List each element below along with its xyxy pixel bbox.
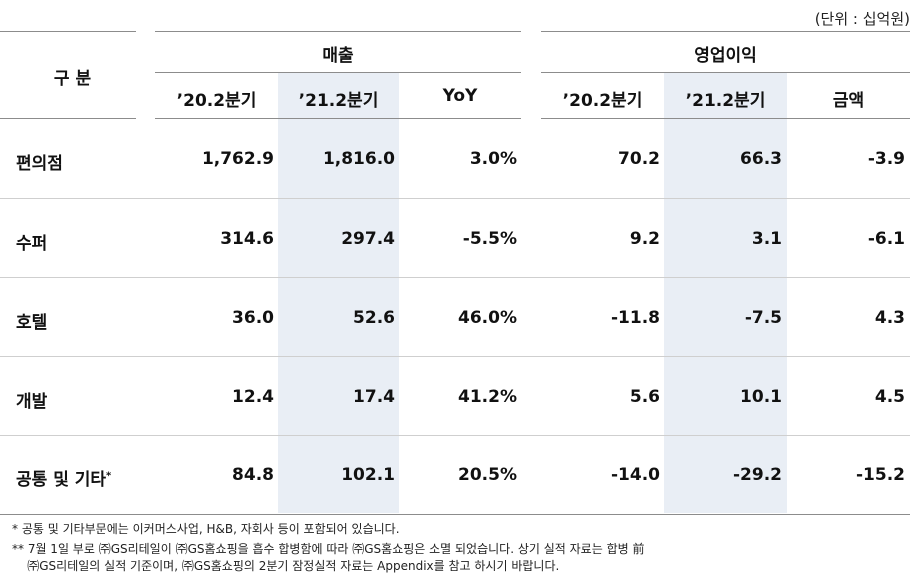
footnote-1: * 공통 및 기타부문에는 이커머스사업, H&B, 자회사 등이 포함되어 있… bbox=[12, 522, 400, 536]
cell-sales-yoy: 3.0% bbox=[469, 149, 517, 169]
cell-sales-yoy: 41.2% bbox=[458, 387, 517, 407]
unit-note: (단위 : 십억원) bbox=[814, 10, 910, 28]
cell-sales-yoy: 46.0% bbox=[458, 308, 517, 328]
row-label-convenience: 편의점 bbox=[16, 149, 63, 174]
footnote-2-continued: ㈜GS리테일의 실적 기준이며, ㈜GS홈쇼핑의 2분기 잠정실적 자료는 Ap… bbox=[12, 559, 560, 573]
group-rule-op bbox=[541, 72, 910, 73]
cell-sales-current: 17.4 bbox=[353, 387, 395, 407]
op-current-quarter-shade bbox=[664, 73, 787, 513]
cell-op-current: -7.5 bbox=[744, 308, 782, 328]
cell-op-amount: 4.5 bbox=[874, 387, 905, 407]
cell-op-current: -29.2 bbox=[733, 465, 782, 485]
op-col-prev-quarter: ’20.2분기 bbox=[562, 91, 643, 111]
sales-col-prev-quarter: ’20.2분기 bbox=[176, 91, 257, 111]
row-label-text: 수퍼 bbox=[16, 234, 48, 254]
cell-sales-current: 52.6 bbox=[353, 308, 395, 328]
cell-sales-current: 1,816.0 bbox=[322, 149, 395, 169]
footnote-marker: * bbox=[106, 470, 112, 482]
cell-sales-prev: 314.6 bbox=[220, 229, 274, 249]
row-divider bbox=[0, 198, 910, 199]
row-divider bbox=[0, 356, 910, 357]
row-label-text: 공통 및 기타 bbox=[16, 470, 107, 490]
cell-op-amount: 4.3 bbox=[874, 308, 905, 328]
cell-sales-prev: 36.0 bbox=[232, 308, 274, 328]
cell-sales-prev: 12.4 bbox=[232, 387, 274, 407]
op-group-header: 영업이익 bbox=[694, 46, 757, 66]
category-header: 구 분 bbox=[53, 69, 92, 89]
cell-sales-current: 102.1 bbox=[341, 465, 395, 485]
sales-col-yoy: YoY bbox=[442, 86, 478, 106]
row-label-text: 편의점 bbox=[16, 154, 63, 174]
header-bottom-rule-sales bbox=[155, 118, 521, 119]
top-rule-op bbox=[541, 31, 910, 32]
row-label-development: 개발 bbox=[16, 387, 47, 412]
row-label-hotel: 호텔 bbox=[16, 308, 47, 333]
cell-op-prev: 5.6 bbox=[629, 387, 660, 407]
cell-op-prev: -14.0 bbox=[611, 465, 660, 485]
op-col-amount: 금액 bbox=[832, 91, 865, 111]
cell-op-current: 10.1 bbox=[740, 387, 782, 407]
group-rule-sales bbox=[155, 72, 521, 73]
cell-op-current: 66.3 bbox=[740, 149, 782, 169]
row-label-text: 개발 bbox=[16, 392, 48, 412]
cell-op-current: 3.1 bbox=[751, 229, 782, 249]
cell-sales-yoy: 20.5% bbox=[458, 465, 517, 485]
cell-op-prev: 9.2 bbox=[629, 229, 660, 249]
sales-current-quarter-shade bbox=[278, 73, 399, 513]
sales-group-header: 매출 bbox=[322, 46, 354, 66]
cell-op-prev: -11.8 bbox=[611, 308, 660, 328]
op-col-current-quarter: ’21.2분기 bbox=[685, 91, 766, 111]
row-label-common-other: 공통 및 기타* bbox=[16, 465, 111, 490]
top-rule-left bbox=[0, 31, 136, 32]
footnote-2: ** 7월 1일 부로 ㈜GS리테일이 ㈜GS홈쇼핑을 흡수 합병함에 따라 ㈜… bbox=[12, 542, 645, 556]
row-divider bbox=[0, 435, 910, 436]
top-rule-sales bbox=[155, 31, 521, 32]
cell-sales-yoy: -5.5% bbox=[462, 229, 517, 249]
cell-sales-prev: 84.8 bbox=[232, 465, 274, 485]
cell-sales-prev: 1,762.9 bbox=[201, 149, 274, 169]
cell-sales-current: 297.4 bbox=[341, 229, 395, 249]
header-bottom-rule-op bbox=[541, 118, 910, 119]
cell-op-prev: 70.2 bbox=[618, 149, 660, 169]
table-bottom-rule bbox=[0, 514, 910, 515]
cell-op-amount: -3.9 bbox=[867, 149, 905, 169]
sales-col-current-quarter: ’21.2분기 bbox=[298, 91, 379, 111]
cell-op-amount: -15.2 bbox=[856, 465, 905, 485]
row-label-text: 호텔 bbox=[16, 313, 48, 333]
header-bottom-rule-left bbox=[0, 118, 136, 119]
cell-op-amount: -6.1 bbox=[867, 229, 905, 249]
row-divider bbox=[0, 277, 910, 278]
row-label-supermarket: 수퍼 bbox=[16, 229, 47, 254]
